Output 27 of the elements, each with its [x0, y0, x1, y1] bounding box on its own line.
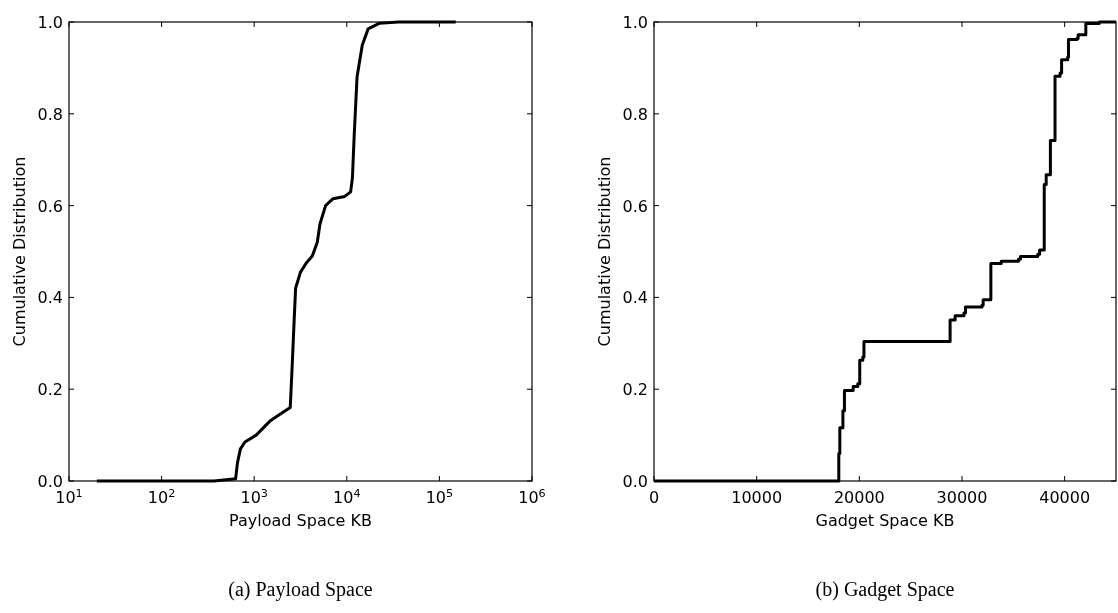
y-tick-label: 0.6 — [37, 196, 63, 216]
y-tick-label: 0.8 — [37, 104, 63, 124]
x-tick-label: 10$^{4}$ — [333, 486, 361, 507]
x-tick-label: 10$^{5}$ — [425, 486, 454, 507]
x-tick-label: 10000 — [731, 488, 783, 507]
x-tick-label: 20000 — [833, 488, 885, 507]
y-tick-label: 0.8 — [622, 104, 648, 124]
y-tick-label: 0.4 — [37, 288, 63, 308]
x-tick-label: 10$^{2}$ — [147, 486, 176, 507]
x-tick-label: 10$^{6}$ — [518, 486, 546, 507]
x-axis-title: Payload Space KB — [229, 511, 372, 530]
y-tick-label: 0.0 — [622, 472, 648, 491]
y-tick-label: 0.4 — [622, 288, 648, 308]
x-axis-title: Gadget Space KB — [815, 511, 955, 530]
x-tick-label: 0 — [648, 488, 660, 507]
y-tick-label: 0.6 — [622, 196, 648, 216]
text: (b) Gadget Space — [815, 578, 955, 601]
text: (a) Payload Space — [228, 578, 373, 601]
y-tick-label: 1.0 — [37, 13, 63, 32]
y-tick-label: 0.2 — [622, 380, 648, 400]
y-axis-title: Cumulative Distribution — [10, 156, 29, 347]
y-tick-label: 0.2 — [37, 380, 63, 400]
x-tick-label: 30000 — [936, 488, 988, 507]
x-tick-label: 40000 — [1039, 488, 1091, 507]
y-axis-title: Cumulative Distribution — [595, 156, 614, 347]
y-tick-label: 1.0 — [622, 13, 648, 32]
x-tick-label: 10$^{3}$ — [240, 486, 268, 507]
